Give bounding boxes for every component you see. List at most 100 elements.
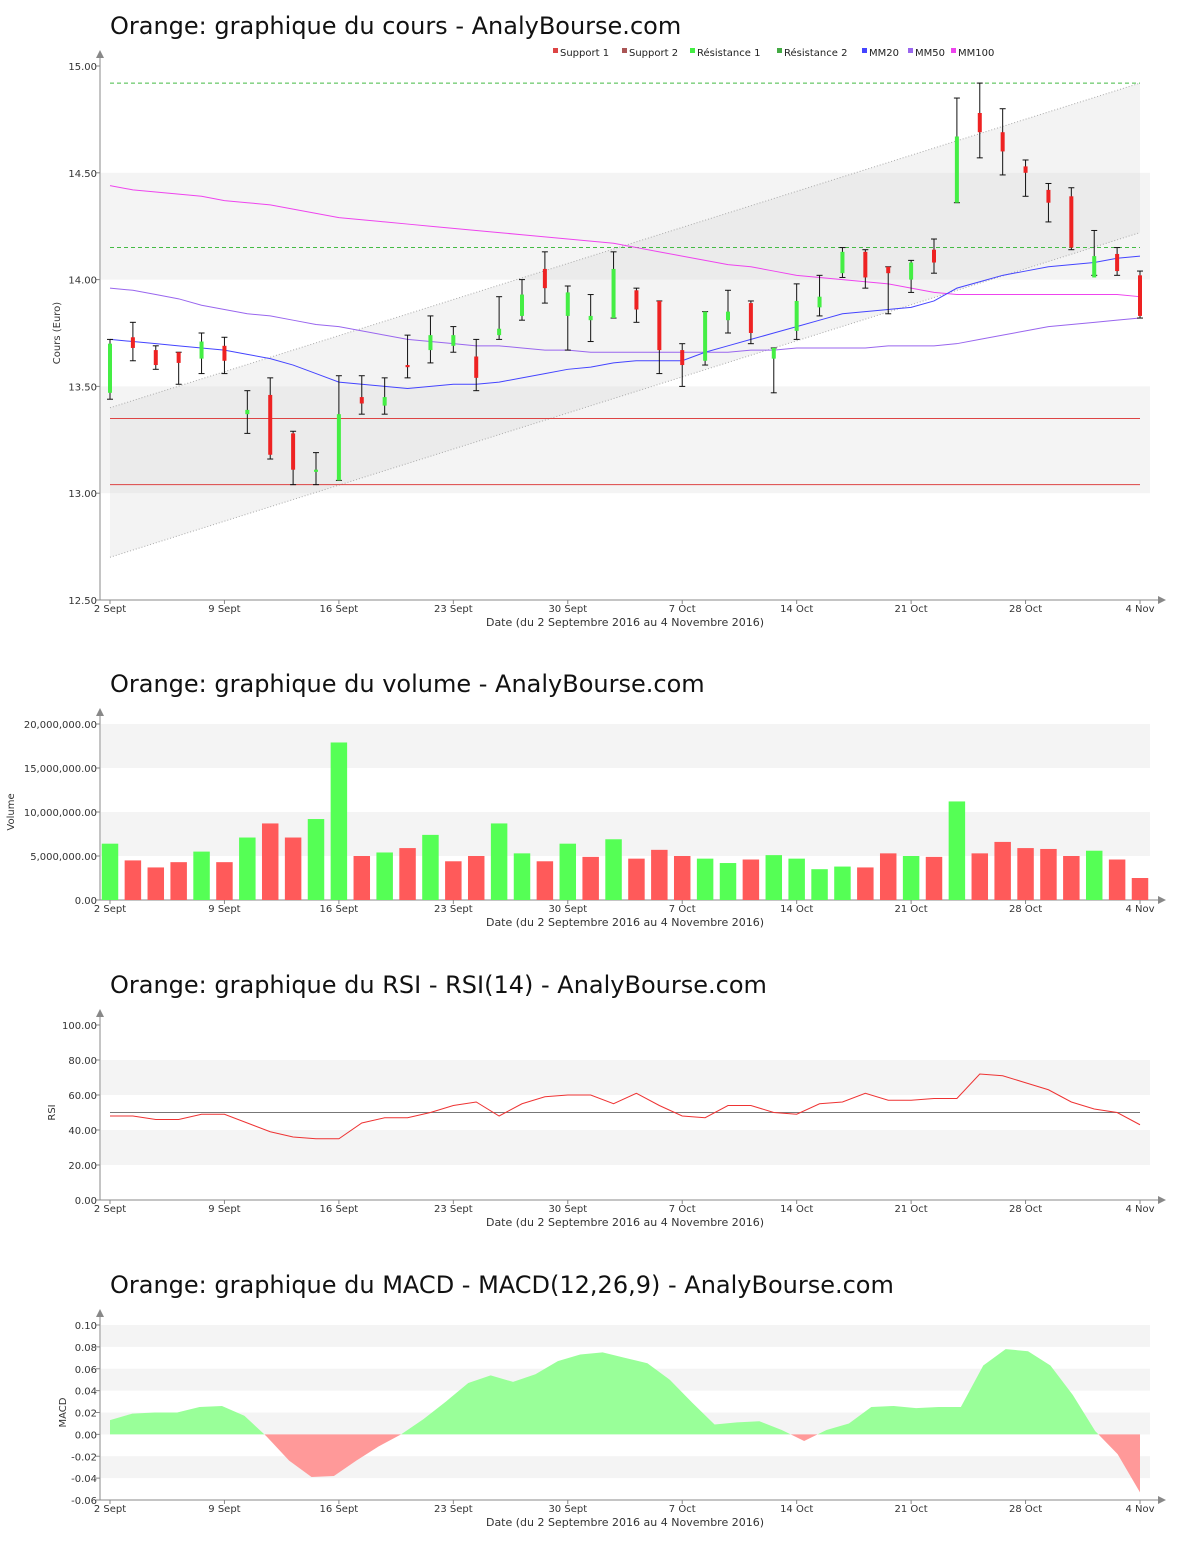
volume-bar	[696, 858, 714, 900]
price-candle-body	[1000, 132, 1005, 152]
macd-x-tick-label: 9 Sept	[208, 1504, 240, 1515]
volume-bar	[513, 853, 531, 900]
volume-x-axis-arrow	[1158, 896, 1166, 904]
price-candle-body	[199, 341, 204, 359]
rsi-y-tick-label: 20.00	[68, 1161, 97, 1172]
price-legend-label: Résistance 2	[784, 47, 847, 59]
volume-bar	[307, 819, 325, 900]
volume-x-tick-label: 21 Oct	[895, 904, 928, 915]
price-candle-body	[932, 249, 936, 263]
rsi-y-tick-label: 100.00	[62, 1021, 97, 1032]
price-y-tick-label: 15.00	[68, 62, 97, 73]
price-x-tick-label: 2 Sept	[94, 604, 126, 615]
rsi-y-tick-label: 60.00	[68, 1091, 97, 1102]
volume-y-tick-label: 15,000,000.00	[24, 764, 97, 775]
volume-bar	[330, 742, 348, 900]
volume-x-tick-label: 30 Sept	[548, 904, 587, 915]
rsi-x-tick-label: 21 Oct	[895, 1204, 928, 1215]
volume-bar	[857, 867, 874, 900]
macd-y-tick-label: -0.02	[71, 1452, 97, 1463]
rsi-y-axis-label: RSI	[47, 1104, 58, 1120]
volume-bar	[948, 801, 966, 900]
price-y-tick-label: 14.00	[68, 276, 97, 287]
price-candle-body	[268, 394, 273, 455]
macd-negative-area	[790, 1434, 818, 1441]
volume-bar	[1040, 848, 1057, 900]
rsi-x-tick-label: 9 Sept	[208, 1204, 240, 1215]
price-x-tick-label: 21 Oct	[895, 604, 928, 615]
price-candle-body	[1092, 256, 1097, 278]
volume-bar	[651, 849, 668, 900]
volume-bar	[742, 859, 760, 900]
rsi-x-tick-label: 4 Nov	[1125, 1204, 1154, 1215]
price-legend-label: MM100	[958, 48, 994, 59]
price-candle-body	[291, 433, 296, 470]
volume-bar	[559, 843, 577, 900]
rsi-y-tick-label: 40.00	[68, 1126, 97, 1137]
macd-x-tick-label: 4 Nov	[1125, 1504, 1154, 1515]
price-candle-body	[680, 350, 685, 366]
price-x-tick-label: 4 Nov	[1125, 604, 1154, 615]
volume-bar	[193, 851, 210, 900]
price-x-tick-label: 23 Sept	[434, 604, 473, 615]
macd-grid-band	[101, 1456, 1150, 1479]
rsi-grid-band	[101, 1130, 1150, 1165]
macd-x-tick-label: 16 Sept	[320, 1504, 359, 1515]
rsi-y-tick-label: 0.00	[75, 1196, 97, 1207]
volume-bar	[673, 856, 691, 900]
volume-x-axis-label: Date (du 2 Septembre 2016 au 4 Novembre …	[486, 916, 764, 929]
price-candle-body	[1046, 189, 1051, 203]
price-candle-body	[726, 311, 730, 321]
price-candle-body	[176, 352, 181, 363]
volume-y-axis-arrow	[96, 708, 104, 716]
macd-y-tick-label: 0.08	[75, 1343, 97, 1354]
price-candle-body	[245, 409, 250, 415]
rsi-x-tick-label: 14 Oct	[780, 1204, 813, 1215]
price-y-tick-label: 13.50	[68, 382, 97, 393]
volume-bar	[879, 853, 897, 900]
price-candle-body	[497, 328, 502, 336]
volume-bar	[1017, 848, 1034, 900]
price-legend-label: Résistance 1	[697, 47, 760, 59]
price-grid-band	[101, 386, 1150, 494]
macd-x-tick-label: 14 Oct	[780, 1504, 813, 1515]
price-trend-channel	[110, 83, 1140, 558]
rsi-line	[110, 1073, 1141, 1140]
price-candle-body	[314, 469, 318, 472]
volume-bar	[239, 837, 256, 900]
volume-x-tick-label: 23 Sept	[434, 904, 473, 915]
price-candle-body	[886, 266, 891, 274]
volume-y-tick-label: 5,000,000.00	[30, 852, 97, 863]
volume-bar	[422, 834, 439, 900]
price-candle-body	[634, 290, 639, 310]
volume-bar	[467, 856, 485, 900]
price-candle-body	[382, 397, 387, 406]
price-candle-body	[336, 414, 341, 481]
price-candle-body	[1069, 196, 1074, 248]
price-candle-body	[1115, 253, 1120, 272]
price-grid-band	[101, 172, 1150, 280]
volume-bar	[101, 843, 119, 900]
price-legend-swatch	[690, 48, 695, 53]
macd-x-axis-arrow	[1158, 1496, 1166, 1504]
price-candle-body	[748, 303, 753, 333]
macd-y-tick-label: 0.00	[75, 1430, 97, 1441]
volume-x-tick-label: 16 Sept	[320, 904, 359, 915]
volume-bar	[445, 861, 462, 900]
price-mm20-line	[109, 255, 1141, 390]
price-legend-swatch	[622, 48, 627, 53]
price-candle-body	[520, 294, 524, 316]
volume-x-tick-label: 14 Oct	[780, 904, 813, 915]
volume-bar	[788, 858, 805, 900]
macd-negative-area	[264, 1434, 402, 1478]
volume-x-tick-label: 28 Oct	[1009, 904, 1042, 915]
macd-positive-area	[401, 1352, 791, 1435]
volume-y-tick-label: 20,000,000.00	[24, 720, 97, 731]
volume-bar	[376, 852, 393, 900]
volume-y-tick-label: 0.00	[75, 896, 97, 907]
volume-grid-band	[101, 724, 1150, 768]
volume-y-axis-label: Volume	[6, 793, 17, 830]
volume-bar	[994, 841, 1011, 900]
price-x-tick-label: 7 Oct	[669, 604, 696, 615]
macd-y-tick-label: 0.06	[75, 1365, 97, 1376]
